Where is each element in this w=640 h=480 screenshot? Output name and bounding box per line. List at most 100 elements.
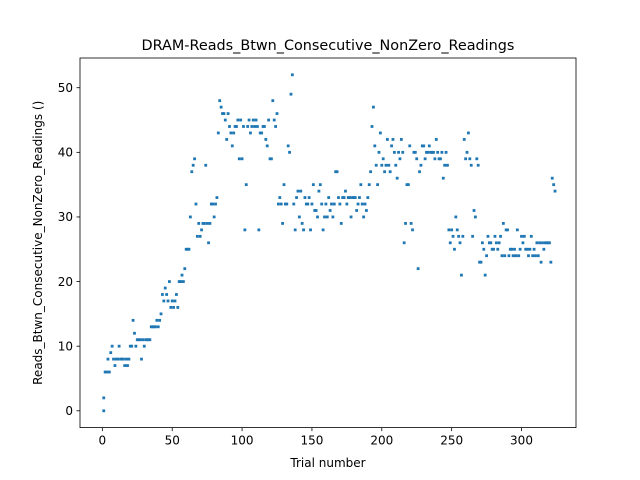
data-point bbox=[181, 280, 185, 283]
y-tick-label: 50 bbox=[58, 81, 73, 95]
data-point bbox=[486, 234, 490, 238]
data-point bbox=[501, 222, 505, 225]
data-point bbox=[105, 370, 108, 374]
data-point bbox=[444, 150, 448, 154]
data-point bbox=[141, 338, 145, 342]
data-point bbox=[250, 125, 254, 128]
data-point bbox=[264, 138, 268, 141]
data-point bbox=[408, 144, 412, 148]
data-point bbox=[282, 183, 286, 187]
data-point bbox=[370, 125, 374, 128]
data-point bbox=[409, 222, 413, 225]
data-point bbox=[198, 234, 202, 238]
data-point bbox=[388, 170, 392, 174]
data-point bbox=[384, 163, 388, 167]
data-point bbox=[351, 196, 354, 199]
data-point bbox=[183, 267, 187, 271]
data-point bbox=[482, 247, 486, 251]
data-point bbox=[553, 189, 557, 193]
data-point bbox=[127, 357, 131, 361]
data-point bbox=[480, 241, 484, 245]
data-point bbox=[467, 131, 470, 135]
data-point bbox=[471, 234, 475, 238]
data-point bbox=[345, 202, 349, 206]
data-point bbox=[531, 254, 535, 258]
data-point bbox=[302, 228, 305, 232]
data-point bbox=[391, 138, 395, 141]
data-point bbox=[432, 150, 435, 154]
points-layer bbox=[102, 73, 557, 413]
data-point bbox=[277, 202, 280, 206]
data-point bbox=[550, 176, 554, 180]
data-point bbox=[296, 189, 300, 193]
data-point bbox=[249, 131, 252, 135]
x-tick-label: 100 bbox=[231, 434, 254, 448]
data-point bbox=[450, 228, 454, 232]
data-point bbox=[464, 157, 468, 161]
data-point bbox=[348, 196, 352, 199]
data-point bbox=[156, 325, 160, 329]
y-tick-label: 20 bbox=[58, 275, 73, 289]
x-axis-label: Trial number bbox=[289, 456, 365, 470]
data-point bbox=[124, 357, 128, 361]
data-point bbox=[436, 150, 440, 154]
data-point bbox=[332, 202, 336, 206]
data-point bbox=[155, 318, 159, 322]
y-tick-label: 40 bbox=[58, 146, 73, 160]
data-point bbox=[236, 118, 240, 122]
data-point bbox=[337, 196, 340, 199]
data-point bbox=[133, 331, 136, 335]
data-point bbox=[128, 344, 132, 348]
data-point bbox=[457, 234, 461, 238]
data-point bbox=[439, 157, 442, 161]
data-point bbox=[158, 318, 162, 322]
data-point bbox=[453, 247, 456, 251]
data-point bbox=[404, 222, 407, 225]
data-point bbox=[399, 138, 403, 141]
data-point bbox=[372, 105, 375, 109]
data-point bbox=[374, 163, 378, 167]
data-point bbox=[290, 73, 294, 77]
data-point bbox=[451, 234, 455, 238]
data-point bbox=[214, 202, 217, 206]
data-point bbox=[426, 150, 430, 154]
data-point bbox=[228, 125, 231, 128]
data-point bbox=[492, 247, 495, 251]
data-point bbox=[468, 157, 472, 161]
data-point bbox=[346, 196, 350, 199]
data-point bbox=[204, 163, 208, 167]
data-point bbox=[187, 247, 191, 251]
data-point bbox=[341, 196, 345, 199]
data-point bbox=[503, 254, 507, 258]
data-point bbox=[251, 118, 255, 122]
data-point bbox=[254, 118, 258, 122]
data-point bbox=[159, 312, 163, 316]
data-point bbox=[180, 273, 184, 277]
data-point bbox=[377, 150, 381, 154]
data-point bbox=[367, 183, 371, 187]
data-point bbox=[419, 163, 423, 167]
data-point bbox=[257, 228, 261, 232]
data-point bbox=[355, 209, 359, 212]
data-point bbox=[496, 247, 500, 251]
data-point bbox=[246, 125, 250, 128]
data-point bbox=[134, 344, 138, 348]
data-point bbox=[311, 183, 315, 187]
x-tick-label: 50 bbox=[165, 434, 180, 448]
data-point bbox=[454, 215, 458, 219]
data-point bbox=[102, 409, 106, 413]
data-point bbox=[310, 202, 314, 206]
data-point bbox=[295, 196, 298, 199]
data-point bbox=[529, 234, 533, 238]
data-point bbox=[271, 99, 275, 103]
data-point bbox=[363, 202, 367, 206]
data-point bbox=[504, 228, 508, 232]
data-point bbox=[267, 118, 271, 122]
data-point bbox=[154, 325, 157, 329]
data-point bbox=[469, 163, 473, 167]
data-point bbox=[168, 280, 171, 283]
data-point bbox=[376, 183, 379, 187]
data-point bbox=[365, 209, 368, 212]
data-point bbox=[130, 344, 134, 348]
